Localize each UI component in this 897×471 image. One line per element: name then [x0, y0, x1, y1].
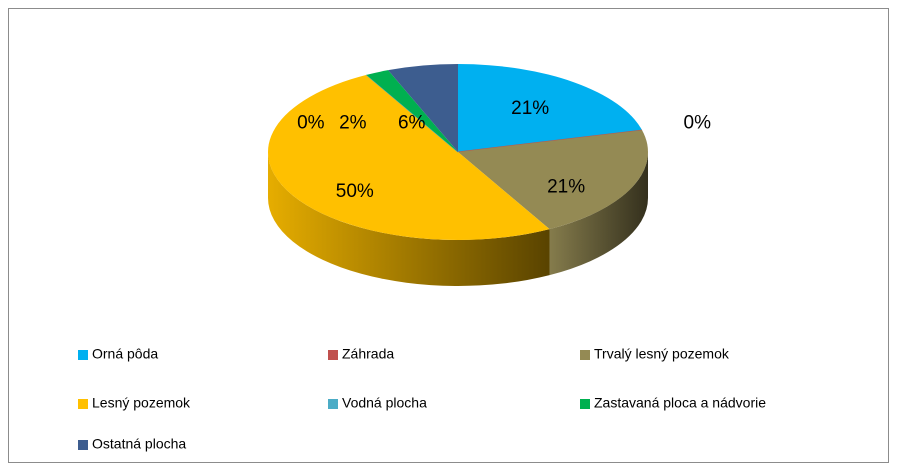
- legend-swatch: [328, 350, 338, 360]
- legend-swatch: [78, 399, 88, 409]
- slice: [267, 74, 550, 240]
- legend-label: Ostatná plocha: [92, 436, 186, 452]
- data-label: 0%: [297, 113, 325, 134]
- data-label: 21%: [547, 176, 585, 197]
- data-label: 2%: [339, 113, 367, 134]
- legend-swatch: [78, 350, 88, 360]
- legend-swatch: [580, 350, 590, 360]
- pie-sides: [268, 152, 648, 286]
- legend-swatch: [78, 440, 88, 450]
- legend-label: Orná pôda: [92, 346, 158, 362]
- data-label: 50%: [336, 181, 374, 202]
- legend-swatch: [580, 399, 590, 409]
- slice: [458, 64, 643, 152]
- legend-label: Lesný pozemok: [92, 395, 191, 411]
- legend-label: Záhrada: [342, 346, 394, 362]
- legend-label: Zastavaná ploca a nádvorie: [594, 395, 766, 411]
- data-label: 6%: [398, 113, 426, 134]
- slice-side: [268, 152, 550, 286]
- data-label: 0%: [684, 113, 712, 134]
- slice: [458, 130, 648, 230]
- legend-label: Trvalý lesný pozemok: [594, 346, 730, 362]
- legend-swatch: [328, 399, 338, 409]
- data-label: 21%: [511, 98, 549, 119]
- slice: [366, 70, 458, 152]
- slice-side: [549, 152, 648, 276]
- slice: [388, 64, 458, 152]
- legend-label: Vodná plocha: [342, 395, 427, 411]
